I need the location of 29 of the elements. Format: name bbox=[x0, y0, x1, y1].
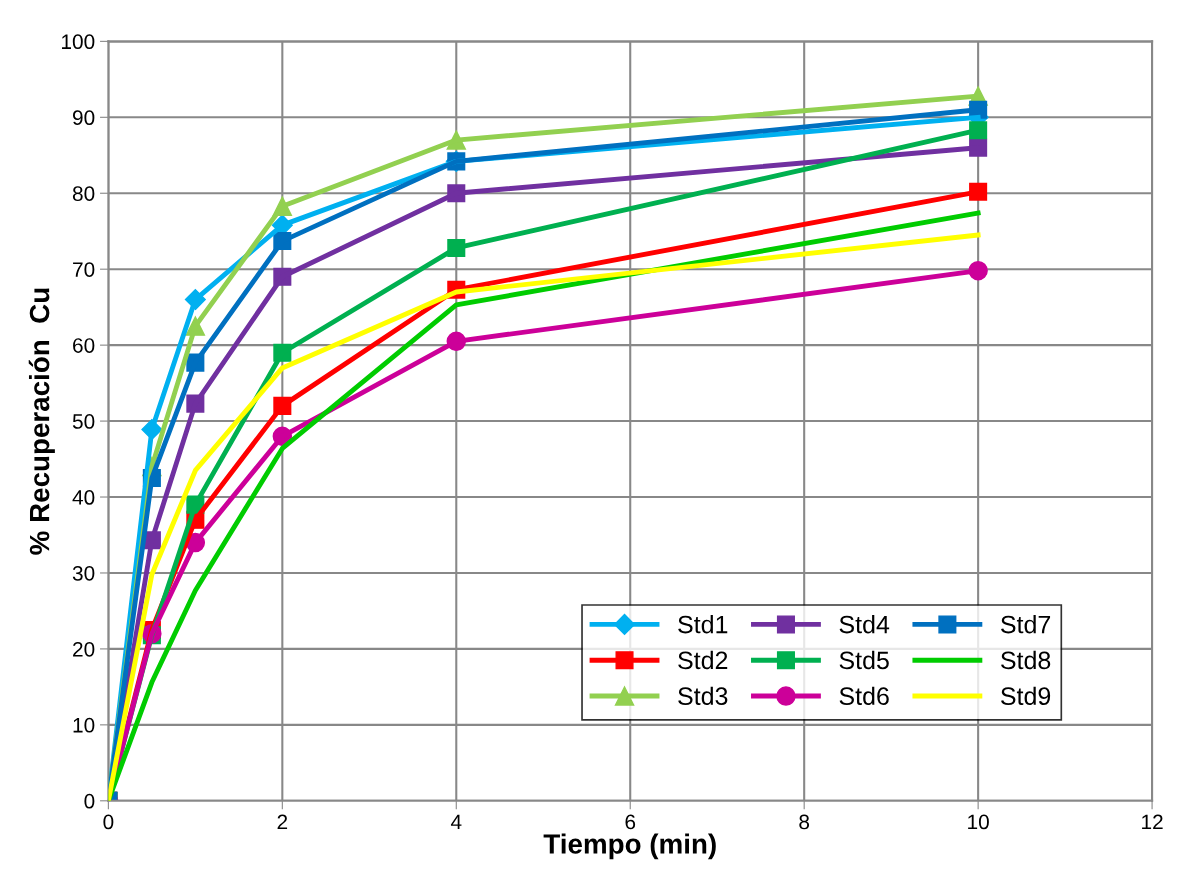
y-tick-label: 70 bbox=[73, 262, 95, 277]
y-tick-label: 100 bbox=[62, 34, 95, 50]
y-tick-label: 30 bbox=[72, 565, 95, 581]
y-tick-label: 40 bbox=[72, 490, 95, 505]
y-tick-label: 90 bbox=[72, 110, 95, 126]
y-tick-label: 80 bbox=[72, 186, 95, 201]
x-axis-title: Tiempo (min) bbox=[543, 833, 716, 860]
legend-label: Std4 bbox=[839, 615, 890, 634]
y-tick-label: 20 bbox=[73, 641, 95, 657]
y-tick-label: 10 bbox=[73, 717, 95, 733]
legend-label: Std5 bbox=[839, 650, 889, 670]
y-tick-label: 0 bbox=[84, 793, 95, 809]
legend-label: Std9 bbox=[1001, 686, 1051, 706]
x-tick-label: 2 bbox=[277, 814, 288, 830]
legend-label: Std7 bbox=[1001, 615, 1051, 634]
x-tick-label: 10 bbox=[968, 814, 989, 830]
legend-label: Std3 bbox=[678, 686, 728, 706]
x-tick-label: 6 bbox=[625, 814, 636, 830]
legend-label: Std1 bbox=[678, 615, 728, 634]
x-tick-label: 8 bbox=[799, 814, 810, 830]
legend-label: Std2 bbox=[678, 650, 728, 670]
y-tick-label: 60 bbox=[73, 338, 95, 353]
x-tick-label: 0 bbox=[103, 814, 114, 830]
x-tick-label: 12 bbox=[1142, 814, 1163, 830]
y-axis-title: % Recuperación Cu bbox=[28, 288, 55, 555]
legend-label: Std8 bbox=[1001, 650, 1051, 670]
y-tick-label: 50 bbox=[72, 414, 95, 429]
legend-label: Std6 bbox=[839, 686, 889, 706]
x-tick-label: 4 bbox=[450, 814, 462, 830]
